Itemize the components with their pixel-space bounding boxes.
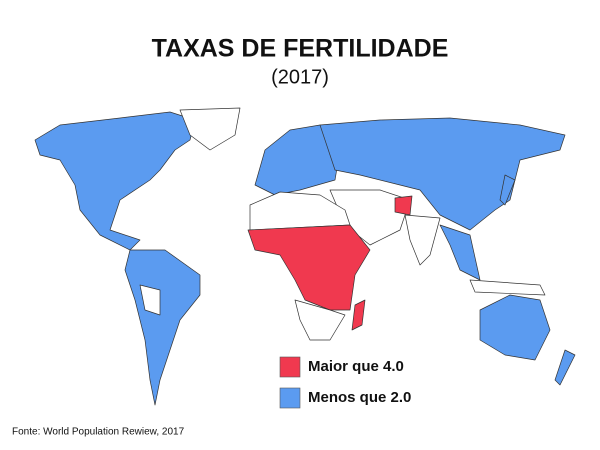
south-africa xyxy=(294,299,346,341)
legend-swatch xyxy=(279,387,301,409)
north-america xyxy=(34,111,196,251)
title: TAXAS DE FERTILIDADE xyxy=(152,35,449,63)
legend-swatch xyxy=(279,356,301,378)
indonesia xyxy=(469,279,546,296)
new-zealand xyxy=(554,349,576,386)
greenland xyxy=(179,107,241,151)
world-map xyxy=(34,107,576,406)
south-america xyxy=(124,249,201,406)
source: Fonte: World Population Rewiew, 2017 xyxy=(12,427,185,438)
subtitle: (2017) xyxy=(271,66,329,88)
legend-label: Menos que 2.0 xyxy=(308,389,411,406)
andes-region xyxy=(139,284,161,316)
india xyxy=(404,214,441,266)
legend: Maior que 4.0 Menos que 2.0 xyxy=(279,356,411,409)
madagascar xyxy=(351,299,366,331)
japan xyxy=(499,174,516,206)
central-africa xyxy=(247,224,371,311)
legend-label: Maior que 4.0 xyxy=(308,358,404,375)
afghanistan xyxy=(394,195,413,216)
southeast-asia xyxy=(439,224,481,281)
australia xyxy=(479,294,551,361)
